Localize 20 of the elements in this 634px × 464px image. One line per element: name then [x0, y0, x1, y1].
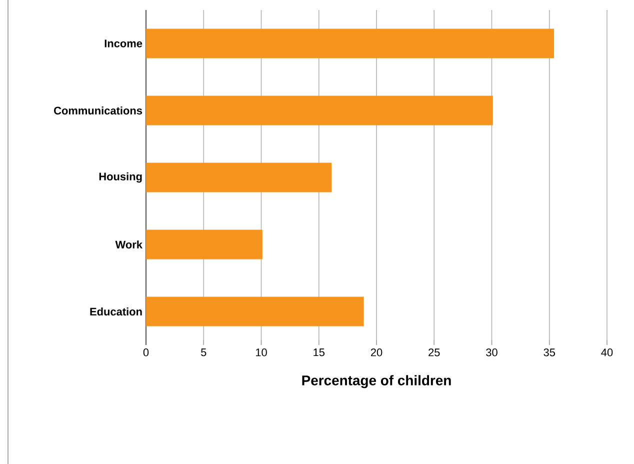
x-tick-label: 0 — [143, 348, 149, 356]
bar — [146, 296, 364, 326]
y-tick-label: Housing — [99, 172, 142, 183]
x-tick-label: 20 — [370, 348, 382, 356]
bar — [146, 162, 332, 192]
y-tick-label: Communications — [54, 106, 142, 115]
x-tick-label: 10 — [256, 348, 267, 356]
x-tick-label: 40 — [601, 348, 613, 356]
x-tick-label: 30 — [486, 348, 498, 356]
y-tick-label: Income — [104, 40, 142, 48]
x-tick-label: 35 — [544, 348, 555, 356]
bar — [146, 28, 554, 58]
y-tick-label: Work — [115, 240, 142, 249]
bar — [146, 230, 262, 260]
x-tick-label: 5 — [201, 348, 206, 356]
x-axis-title: Percentage of children — [302, 375, 451, 388]
y-tick-label: Education — [90, 307, 142, 316]
x-tick-label: 25 — [428, 348, 440, 356]
bar — [146, 96, 493, 126]
x-tick-label: 15 — [314, 348, 324, 356]
